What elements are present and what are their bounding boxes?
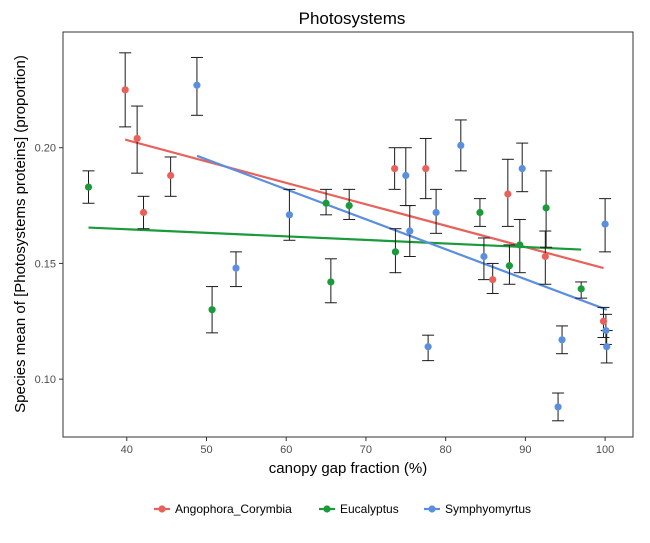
x-tick-label: 90: [519, 444, 531, 456]
trend-lines: [88, 138, 608, 311]
data-point-angophora-corymbia: [489, 276, 497, 284]
data-point-symphyomyrtus: [602, 326, 610, 335]
data-point-angophora-corymbia: [139, 208, 148, 217]
data-point-symphyomyrtus: [424, 343, 432, 351]
data-point-eucalyptus: [391, 248, 400, 256]
data-point-angophora-corymbia: [504, 190, 512, 198]
data-point-angophora-corymbia: [121, 86, 129, 94]
data-point-symphyomyrtus: [285, 211, 294, 219]
trend-line-eucalyptus: [88, 226, 582, 251]
legend: Angophora_Corymbia Eucalyptus Symphyomyrtu…: [153, 501, 531, 517]
data-point-symphyomyrtus: [518, 164, 526, 173]
x-tick-label: 40: [121, 444, 133, 456]
x-axis-title: canopy gap fraction (%): [269, 460, 427, 477]
y-tick-label: 0.15: [35, 258, 56, 270]
data-point-eucalyptus: [208, 306, 216, 314]
x-tick-label: 50: [200, 444, 212, 456]
data-point-eucalyptus: [84, 183, 93, 191]
plot-panel: [62, 31, 634, 438]
data-point-symphyomyrtus: [432, 208, 440, 217]
data-point-angophora-corymbia: [599, 317, 608, 325]
data-point-symphyomyrtus: [601, 220, 609, 228]
trend-line-symphyomyrtus: [196, 154, 608, 311]
data-point-eucalyptus: [516, 241, 524, 249]
data-point-angophora-corymbia: [167, 171, 175, 180]
x-tick-label: 80: [440, 444, 452, 456]
data-point-eucalyptus: [327, 278, 335, 286]
data-point-symphyomyrtus: [603, 343, 611, 351]
data-point-eucalyptus: [542, 204, 550, 212]
data-point-angophora-corymbia: [422, 164, 430, 173]
x-axis: 40 50 60 70 80 90 100: [121, 437, 614, 456]
legend-label: Eucalyptus: [340, 502, 399, 516]
legend-label: Angophora_Corymbia: [175, 502, 292, 516]
x-tick-label: 60: [280, 444, 292, 456]
y-axis: 0.10 0.15 0.20: [35, 143, 63, 386]
data-point-symphyomyrtus: [193, 81, 201, 89]
plot-area: [62, 31, 634, 438]
data-point-angophora-corymbia: [541, 252, 549, 261]
data-point-eucalyptus: [505, 262, 514, 270]
legend-label: Symphyomyrtus: [445, 502, 531, 516]
data-points: [84, 81, 611, 411]
x-tick-label: 70: [360, 444, 372, 456]
data-point-symphyomyrtus: [457, 141, 465, 149]
legend-item-angophora-corymbia: Angophora_Corymbia: [153, 501, 292, 517]
data-point-eucalyptus: [476, 208, 484, 217]
data-point-eucalyptus: [577, 285, 585, 293]
data-point-symphyomyrtus: [402, 171, 410, 180]
x-tick-label: 100: [596, 444, 614, 456]
data-point-eucalyptus: [322, 199, 330, 207]
data-point-symphyomyrtus: [232, 264, 240, 272]
data-point-angophora-corymbia: [391, 164, 399, 173]
legend-item-eucalyptus: Eucalyptus: [318, 501, 399, 517]
y-tick-label: 0.20: [35, 143, 56, 155]
data-point-symphyomyrtus: [558, 336, 566, 344]
data-point-angophora-corymbia: [133, 134, 141, 143]
data-point-symphyomyrtus: [406, 227, 414, 235]
y-axis-title: Species mean of [Photosystems proteins] …: [12, 55, 29, 413]
data-point-symphyomyrtus: [480, 252, 488, 261]
data-point-symphyomyrtus: [554, 403, 562, 411]
legend-item-symphyomyrtus: Symphyomyrtus: [423, 501, 531, 517]
y-tick-label: 0.10: [35, 374, 56, 386]
chart-title: Photosystems: [299, 9, 406, 28]
data-point-eucalyptus: [345, 201, 353, 210]
